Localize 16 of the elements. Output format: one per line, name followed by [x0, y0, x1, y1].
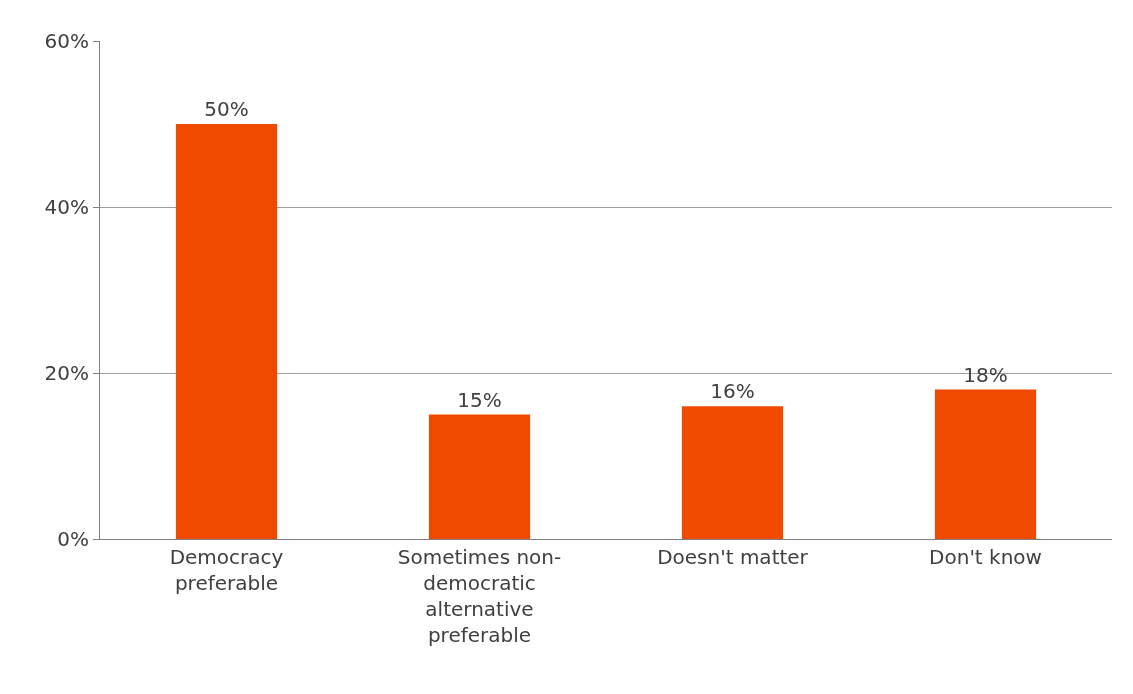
x-tick-label: Don't know: [929, 545, 1042, 569]
bar: [428, 414, 531, 539]
y-tick-label: 20%: [44, 361, 89, 385]
y-tick-label: 40%: [44, 195, 89, 219]
bar: [681, 406, 784, 539]
data-label: 16%: [710, 379, 755, 404]
data-label: 18%: [963, 362, 1008, 387]
data-label: 15%: [457, 387, 502, 412]
x-tick-label: Democracy preferable: [169, 545, 284, 595]
bar: [934, 389, 1037, 539]
x-tick-label: Sometimes non-democratic alternative preferable: [397, 545, 562, 647]
y-tick-label: 60%: [44, 29, 89, 53]
bar: [175, 124, 278, 539]
x-tick-label: Doesn't matter: [657, 545, 809, 569]
y-tick-label: 0%: [57, 527, 89, 551]
data-label: 50%: [204, 97, 249, 121]
